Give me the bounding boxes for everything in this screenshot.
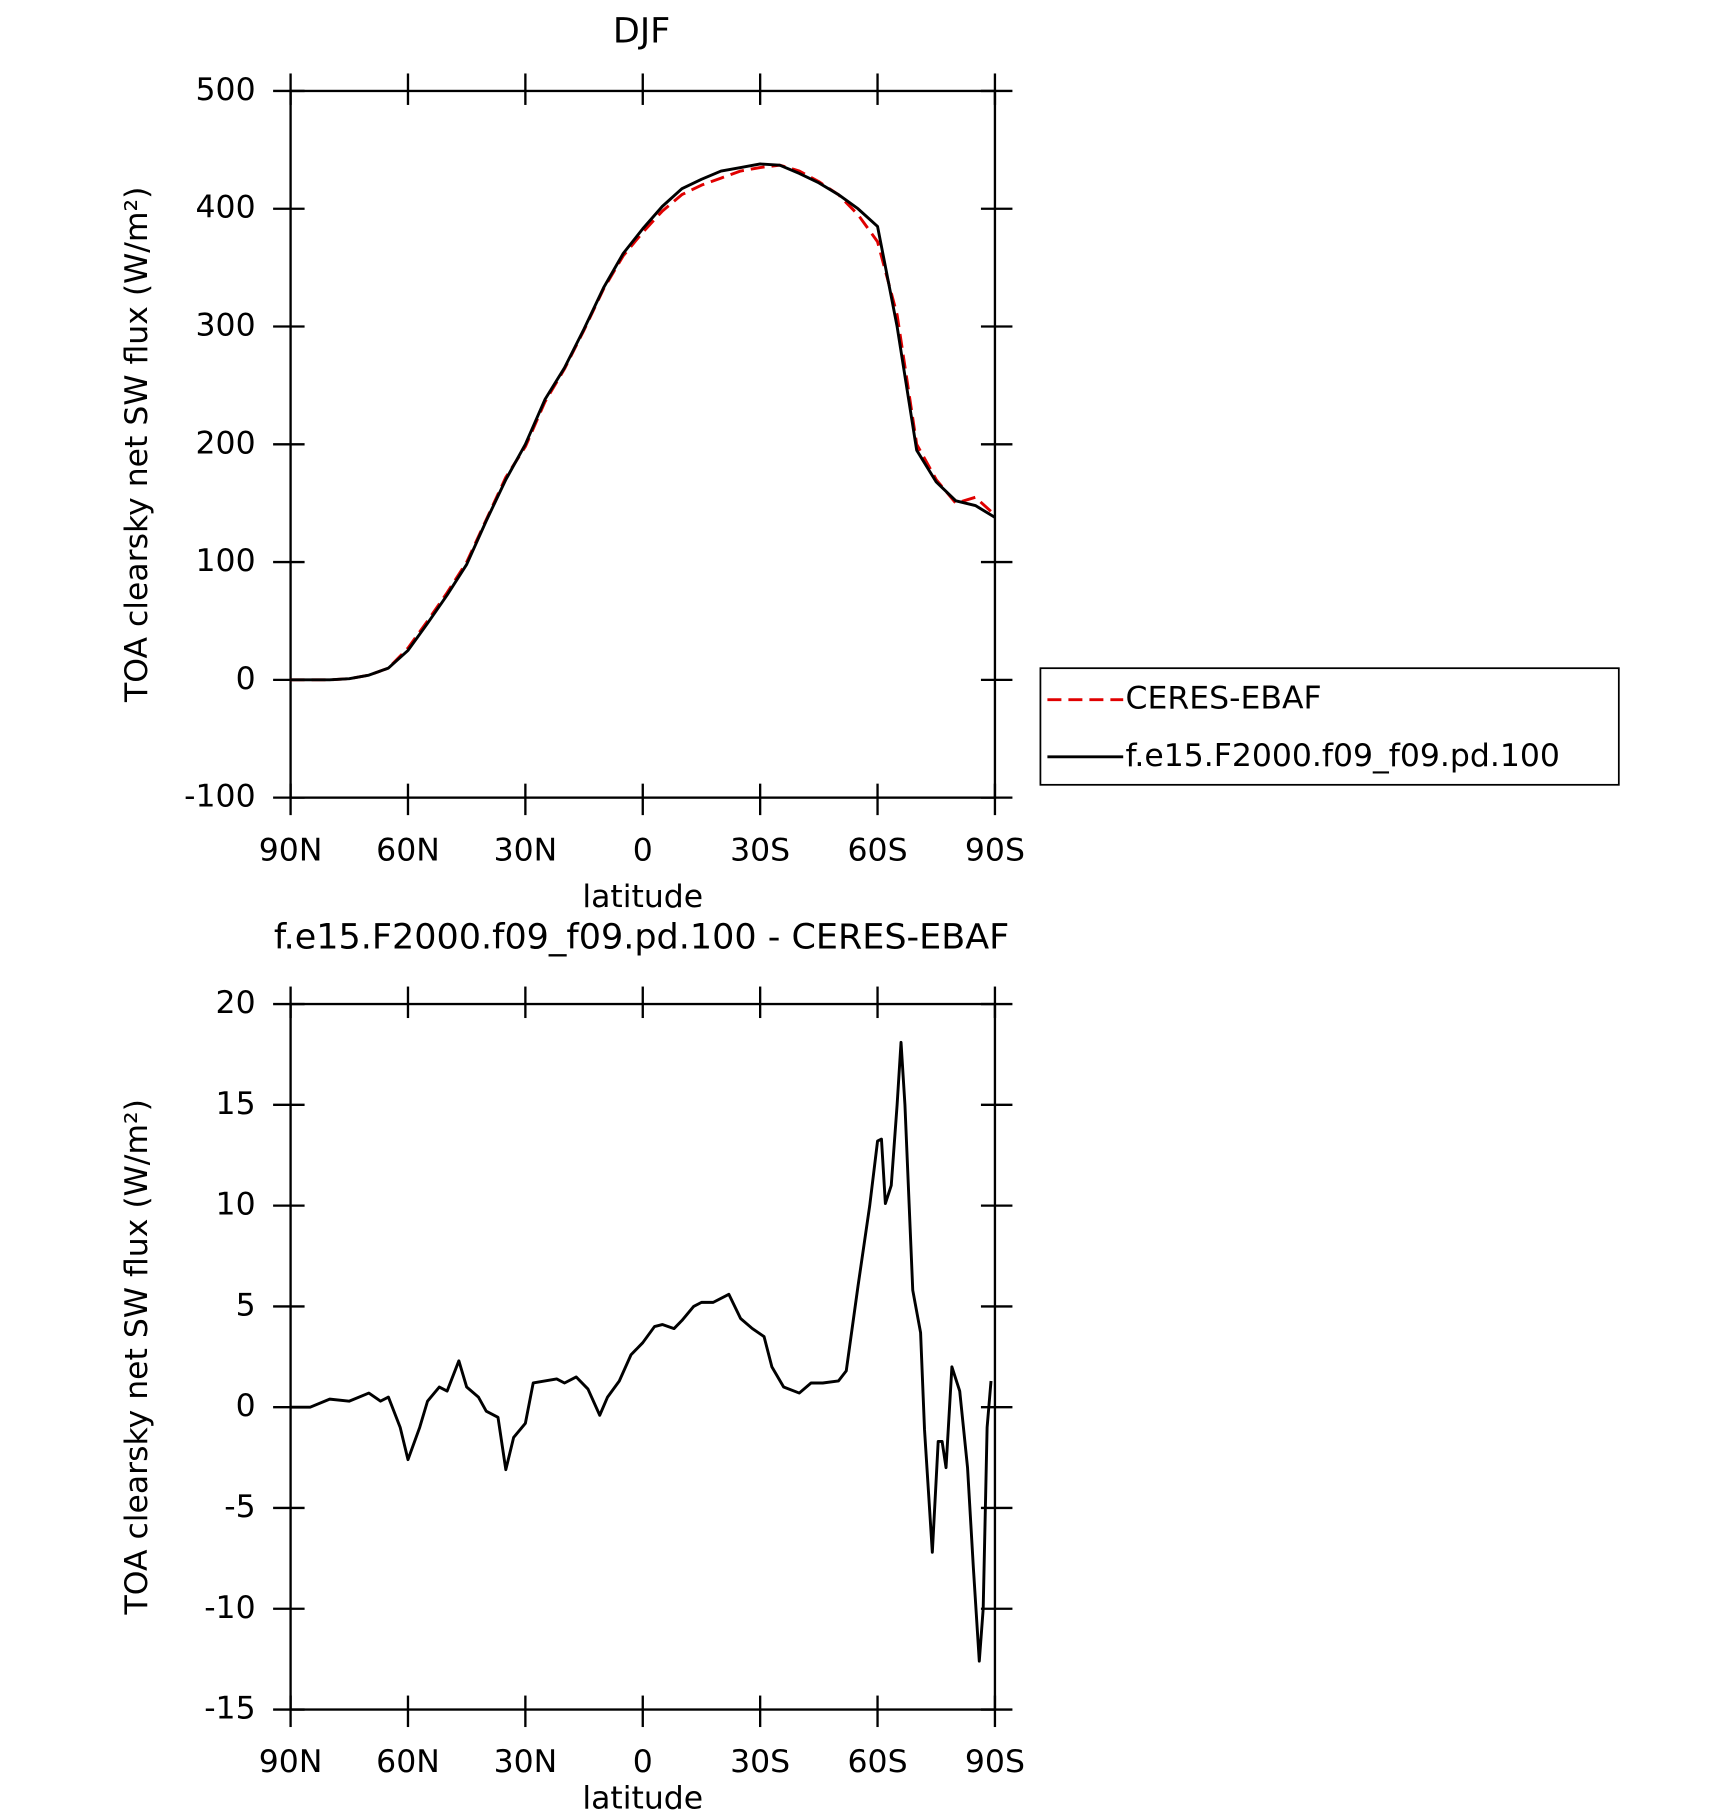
- y-tick-label: 0: [236, 661, 256, 697]
- y-tick-label: 300: [196, 308, 256, 344]
- y-tick-label: 10: [216, 1187, 256, 1223]
- legend-label: CERES-EBAF: [1126, 681, 1322, 717]
- legend-box: [1039, 667, 1620, 786]
- y-tick-label: 20: [216, 985, 256, 1021]
- x-tick-label: 30N: [494, 832, 558, 868]
- x-tick-label: 90S: [965, 1744, 1025, 1780]
- x-tick-label: 60S: [848, 1744, 908, 1780]
- x-tick-label: 60S: [848, 832, 908, 868]
- x-tick-label: 0: [633, 1744, 653, 1780]
- y-tick-label: -10: [204, 1590, 255, 1626]
- y-axis-label: TOA clearsky net SW flux (W/m²): [119, 1099, 155, 1615]
- y-tick-label: -15: [204, 1691, 255, 1727]
- y-tick-label: -100: [184, 779, 255, 815]
- y-tick-label: 400: [196, 190, 256, 226]
- x-tick-label: 30N: [494, 1744, 558, 1780]
- y-axis-label: TOA clearsky net SW flux (W/m²): [119, 187, 155, 703]
- y-tick-label: -5: [224, 1489, 255, 1525]
- y-tick-label: 100: [196, 543, 256, 579]
- y-tick-label: 500: [196, 72, 256, 108]
- x-tick-label: 60N: [376, 1744, 440, 1780]
- x-tick-label: 90S: [965, 832, 1025, 868]
- y-tick-label: 0: [236, 1388, 256, 1424]
- chart-title: f.e15.F2000.f09_f09.pd.100 - CERES-EBAF: [274, 918, 1009, 958]
- x-axis-label: latitude: [582, 1780, 703, 1811]
- y-tick-label: 200: [196, 425, 256, 461]
- x-tick-label: 90N: [259, 832, 323, 868]
- plot-frame: [289, 1002, 997, 1711]
- x-axis-label: latitude: [582, 879, 703, 915]
- x-tick-label: 60N: [376, 832, 440, 868]
- x-tick-label: 30S: [730, 832, 790, 868]
- x-tick-label: 0: [633, 832, 653, 868]
- x-tick-label: 30S: [730, 1744, 790, 1780]
- y-tick-label: 5: [236, 1287, 256, 1323]
- legend-label: f.e15.F2000.f09_f09.pd.100: [1126, 738, 1560, 774]
- data-line: [290, 1040, 993, 1663]
- y-tick-label: 15: [216, 1086, 256, 1122]
- data-line: [290, 162, 996, 682]
- chart-title: DJF: [613, 12, 670, 52]
- x-tick-label: 90N: [259, 1744, 323, 1780]
- plot-frame: [289, 89, 997, 799]
- data-line: [290, 163, 996, 682]
